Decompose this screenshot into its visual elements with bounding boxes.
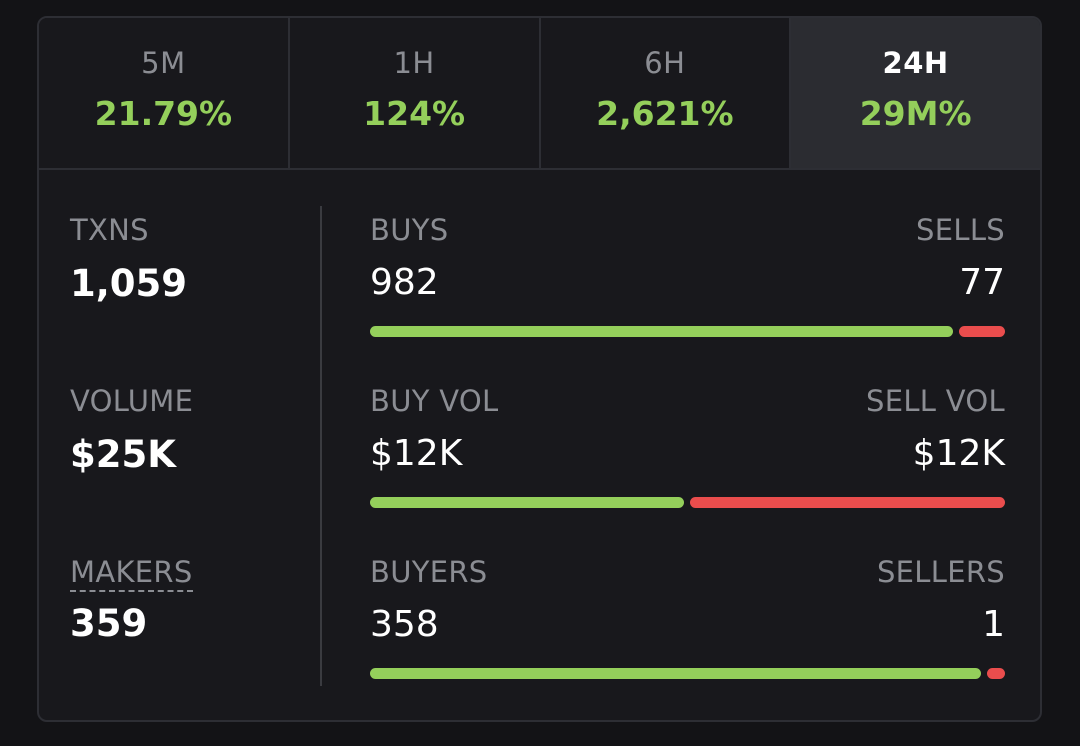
sellers-label: SELLERS	[876, 555, 1005, 589]
sells-value: 77	[959, 262, 1005, 303]
sellers-value: 1	[982, 604, 1005, 645]
buyers-label: BUYERS	[370, 555, 488, 589]
volume-value: $25K	[70, 433, 176, 476]
tab-6h-change: 2,621%	[596, 93, 734, 133]
buys-bar-segment	[370, 326, 953, 337]
tab-6h[interactable]: 6H 2,621%	[540, 18, 792, 168]
tab-6h-label: 6H	[644, 45, 686, 80]
tab-5m-label: 5M	[141, 45, 186, 80]
buyers-sellers-ratio: BUYERS SELLERS 358 1	[370, 558, 1005, 679]
buyers-value: 358	[370, 604, 439, 645]
stats-body: TXNS 1,059 VOLUME $25K MAKERS 359 BUYS S…	[39, 170, 1040, 720]
buy-vol-label: BUY VOL	[370, 384, 499, 418]
volume-stat: VOLUME $25K	[70, 384, 194, 476]
token-stats-card: 5M 21.79% 1H 124% 6H 2,621% 24H 29M% TXN…	[37, 16, 1042, 722]
tab-1h-label: 1H	[393, 45, 435, 80]
sell-vol-value: $12K	[912, 433, 1005, 474]
makers-label[interactable]: MAKERS	[70, 558, 193, 592]
sells-label: SELLS	[916, 213, 1005, 247]
txns-label: TXNS	[70, 213, 149, 247]
buyers-sellers-bar	[370, 668, 1005, 679]
txns-value: 1,059	[70, 262, 188, 305]
volume-label: VOLUME	[70, 384, 194, 418]
timeframe-tabs: 5M 21.79% 1H 124% 6H 2,621% 24H 29M%	[39, 18, 1040, 170]
buy-vol-value: $12K	[370, 433, 463, 474]
tab-1h-change: 124%	[363, 93, 466, 133]
tab-5m-change: 21.79%	[94, 93, 233, 133]
tab-1h[interactable]: 1H 124%	[289, 18, 541, 168]
makers-stat: MAKERS 359	[70, 558, 193, 642]
sell-vol-label: SELL VOL	[866, 384, 1005, 418]
buys-sells-bar	[370, 326, 1005, 337]
tab-5m[interactable]: 5M 21.79%	[39, 18, 290, 168]
volume-ratio: BUY VOL SELL VOL $12K $12K	[370, 387, 1005, 508]
vertical-divider	[320, 206, 322, 686]
buys-label: BUYS	[370, 213, 449, 247]
tab-24h[interactable]: 24H 29M%	[791, 18, 1040, 168]
volume-bar	[370, 497, 1005, 508]
txns-stat: TXNS 1,059	[70, 213, 188, 305]
tab-24h-label: 24H	[882, 45, 949, 80]
buyers-bar-segment	[370, 668, 981, 679]
sellers-bar-segment	[987, 668, 1005, 679]
sells-bar-segment	[959, 326, 1005, 337]
buy-vol-bar-segment	[370, 497, 684, 508]
makers-value: 359	[70, 602, 148, 645]
tab-24h-change: 29M%	[859, 93, 972, 133]
buys-sells-ratio: BUYS SELLS 982 77	[370, 216, 1005, 337]
sell-vol-bar-segment	[690, 497, 1005, 508]
buys-value: 982	[370, 262, 439, 303]
